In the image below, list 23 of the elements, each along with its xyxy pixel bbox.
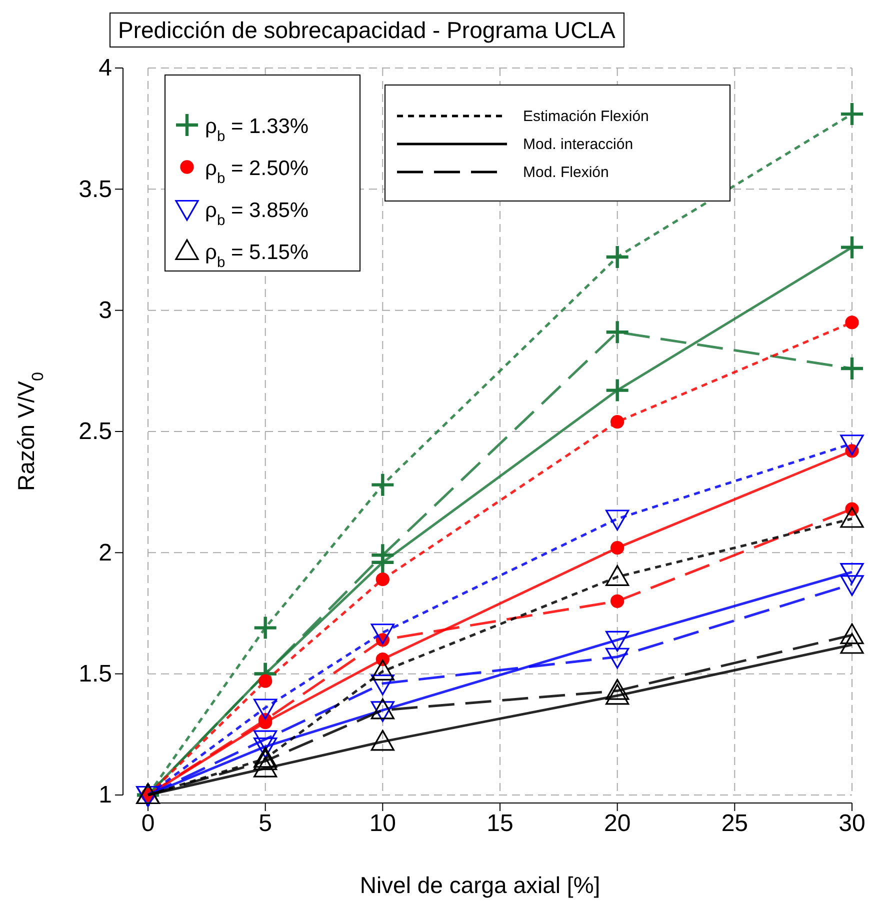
annotation: Mod. interacción — [523, 136, 634, 153]
x-tick-label: 20 — [604, 810, 631, 838]
chart-title: Predicción de sobrecapacidad - Programa UCLA — [118, 17, 616, 43]
y-tick-label: 2 — [98, 539, 112, 566]
legend-label: ρ$_{b}$ = 1.33% — [205, 115, 309, 145]
y-tick-label: 1.5 — [78, 660, 112, 688]
x-tick-label: 30 — [838, 810, 866, 838]
legend-label: ρ$_{b}$ = 3.85% — [205, 199, 309, 229]
y-tick-label: 2.5 — [78, 418, 112, 446]
y-tick-label: 4 — [98, 54, 112, 82]
annotation: Estimación Flexión — [523, 108, 649, 125]
legend-label: ρ$_{b}$ = 2.50% — [205, 157, 309, 187]
x-axis-title: Nivel de carga axial [%] — [360, 872, 600, 898]
x-tick-label: 0 — [141, 810, 155, 838]
x-tick-label: 25 — [721, 810, 748, 838]
x-tick-label: 10 — [369, 810, 396, 838]
y-tick-label: 3.5 — [78, 176, 112, 203]
x-tick-label: 5 — [258, 810, 272, 838]
legend-label: ρ$_{b}$ = 5.15% — [205, 241, 309, 271]
x-tick-label: 15 — [486, 810, 514, 838]
annotation: Mod. Flexión — [523, 164, 609, 181]
y-tick-label: 3 — [98, 297, 112, 324]
y-tick-label: 1 — [98, 782, 112, 809]
